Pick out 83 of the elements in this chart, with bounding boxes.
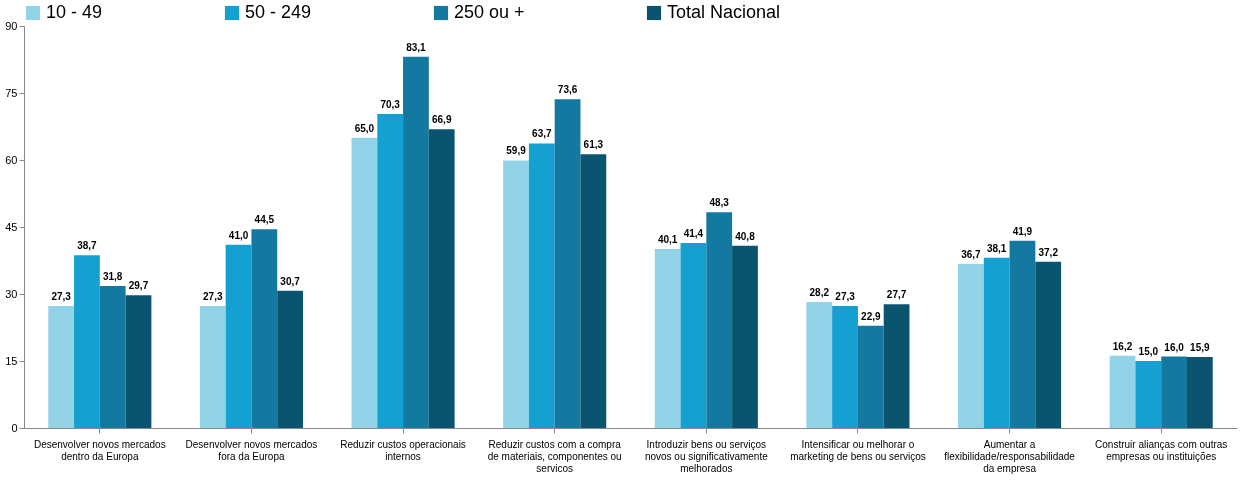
bar (199, 306, 226, 428)
data-label: 73,6 (557, 84, 578, 96)
data-label: 44,5 (254, 214, 275, 226)
x-tick-label: Reduzir custos com a compra de materiais, componentes ou servicos (487, 438, 622, 474)
data-label: 48,3 (709, 197, 730, 209)
data-label: 38,7 (77, 240, 98, 252)
data-label: 41,9 (1012, 225, 1033, 237)
bar (99, 285, 126, 428)
data-label: 41,0 (228, 229, 249, 241)
bar (832, 306, 858, 428)
data-label: 41,4 (683, 228, 704, 240)
x-tick-label: Aumentar a flexibilidade/responsabilidade da empresa (944, 438, 1076, 474)
data-label: 70,3 (380, 98, 401, 110)
data-label: 16,2 (1112, 340, 1133, 352)
data-label: 40,8 (735, 230, 756, 242)
data-label: 37,2 (1038, 246, 1059, 258)
data-label: 63,7 (532, 128, 552, 140)
y-tick-label: 45 (5, 220, 18, 233)
x-tick-label: Introduzir bens ou serviços novos ou significativamente melhorados (644, 438, 769, 474)
bar (125, 295, 152, 428)
legend-label: Total Nacional (667, 2, 781, 22)
bar (528, 143, 555, 428)
y-tick-label: 15 (5, 354, 18, 367)
x-tick-label: Intensificar ou melhorar o marketing de bens ou serviços (790, 438, 926, 462)
bar (48, 306, 75, 428)
y-tick-label: 0 (11, 421, 18, 434)
bar (706, 212, 733, 428)
bar (654, 248, 681, 428)
data-label: 27,3 (203, 291, 223, 303)
y-tick-label: 30 (5, 287, 18, 300)
data-label: 15,9 (1190, 341, 1211, 353)
data-label: 38,1 (986, 242, 1007, 254)
data-label: 36,7 (961, 249, 982, 261)
bar (1186, 356, 1213, 428)
x-tick-label: Desenvolver novos mercados fora da Europa (185, 438, 318, 462)
bar (554, 99, 581, 428)
bar (1009, 240, 1036, 428)
data-label: 66,9 (431, 114, 452, 126)
data-label: 22,9 (861, 310, 881, 322)
bar (351, 137, 378, 428)
data-label: 61,3 (583, 139, 604, 151)
data-label: 28,2 (809, 287, 830, 299)
data-label: 83,1 (406, 41, 427, 53)
legend-label: 50 - 249 (245, 2, 312, 22)
bar (732, 245, 758, 428)
bar (1109, 355, 1136, 428)
bar (74, 255, 100, 428)
bar (277, 290, 303, 428)
bar (225, 244, 252, 428)
data-label: 31,8 (102, 270, 123, 282)
data-label: 15,0 (1138, 346, 1159, 357)
data-label: 27,3 (835, 291, 856, 303)
data-label: 40,1 (657, 233, 678, 245)
y-tick-label: 75 (5, 86, 18, 99)
bar (958, 264, 984, 428)
bar (580, 154, 607, 428)
data-label: 27,3 (51, 291, 72, 303)
bar (251, 229, 278, 428)
data-label: 16,0 (1164, 341, 1185, 353)
x-tick-label: Desenvolver novos mercados dentro da Europa (33, 438, 166, 462)
y-tick-label: 60 (5, 153, 18, 166)
bar (1035, 261, 1062, 428)
bar (857, 325, 884, 428)
data-label: 65,0 (354, 122, 375, 134)
x-tick-label: Construir alianças com outras empresas ou instituições (1095, 438, 1228, 462)
data-label: 29,7 (128, 280, 149, 292)
bar (1135, 361, 1162, 428)
bar (428, 129, 455, 428)
legend-label: 10 - 49 (46, 2, 103, 22)
bar (680, 243, 707, 428)
bar (503, 160, 529, 428)
x-tick-label: Reduzir custos operacionais internos (340, 438, 466, 462)
bar (1161, 356, 1187, 428)
bar (883, 304, 910, 428)
y-tick-label: 90 (5, 19, 18, 32)
data-label: 27,7 (886, 289, 907, 301)
data-label: 30,7 (280, 275, 301, 287)
legend-label: 250 ou + (454, 2, 525, 22)
bar (806, 302, 833, 428)
bar (377, 113, 404, 428)
data-label: 59,9 (506, 145, 527, 157)
bar (403, 56, 429, 428)
bar (983, 257, 1010, 428)
